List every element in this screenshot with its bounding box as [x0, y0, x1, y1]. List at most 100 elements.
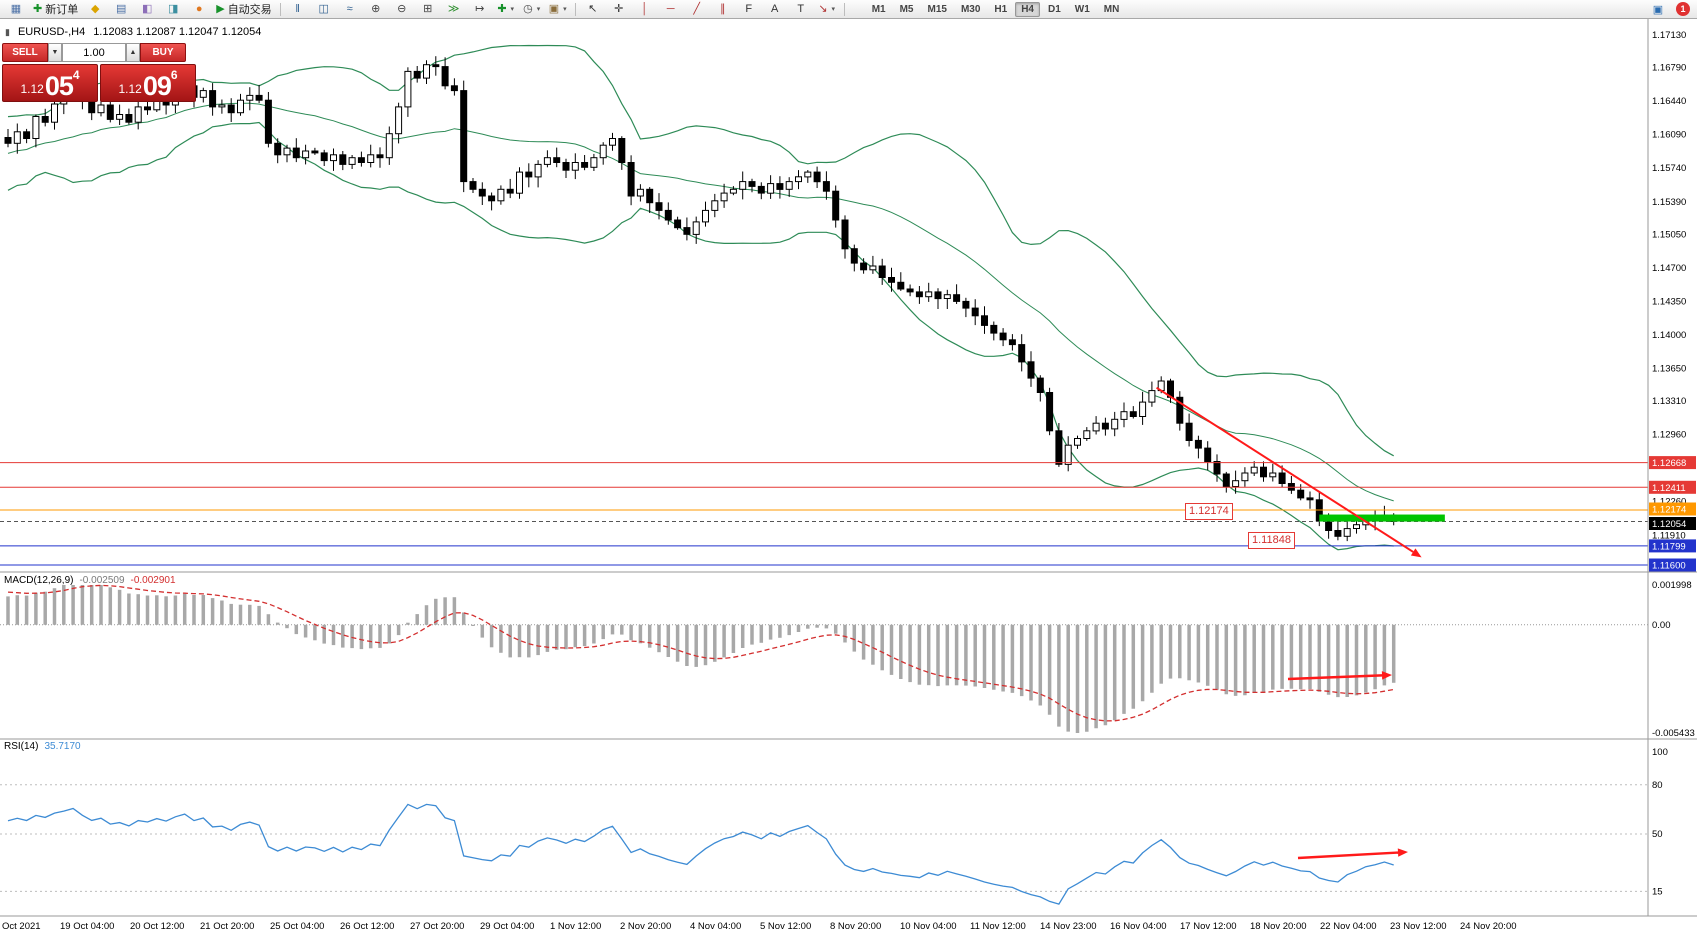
fibonacci-icon[interactable]: F	[736, 0, 762, 18]
timeframe-m15[interactable]: M15	[927, 3, 947, 15]
rsi-line	[7, 803, 1394, 905]
timeframe-mn[interactable]: MN	[1103, 3, 1120, 15]
market-watch-icon[interactable]: ▤	[108, 0, 134, 18]
buy-price-pip: 6	[170, 68, 178, 82]
price-level-label-1[interactable]: 1.12174	[1185, 503, 1233, 520]
svg-text:14 Nov 23:00: 14 Nov 23:00	[1040, 921, 1097, 932]
trendline-icon[interactable]: ╱	[684, 0, 710, 18]
market-watch-icon-glyph: ▤	[116, 2, 127, 15]
price-scale: 1.17130 1.16790 1.16440 1.16090 1.15740 1.153…	[1649, 30, 1696, 897]
svg-text:100: 100	[1652, 747, 1668, 758]
svg-text:1.16090: 1.16090	[1652, 130, 1686, 141]
new-order-button[interactable]: ✚ 新订单	[29, 0, 82, 18]
price-badge	[1649, 517, 1696, 530]
timeframe-w1[interactable]: W1	[1074, 3, 1090, 15]
indicators-menu-button[interactable]: ✚ ▾	[493, 0, 519, 18]
candlestick-chart-icon[interactable]: ◫	[311, 0, 337, 18]
cursor-icon[interactable]: ↖	[580, 0, 606, 18]
text-icon-glyph: A	[771, 2, 779, 15]
price-badge	[1649, 502, 1696, 516]
lot-increase-button[interactable]: ▲	[126, 43, 140, 62]
svg-text:25 Oct 04:00: 25 Oct 04:00	[270, 921, 324, 932]
chart-window: 1.17130 1.16790 1.16440 1.16090 1.15740 1.153…	[0, 19, 1697, 940]
auto-scroll-icon[interactable]: ≫	[441, 0, 467, 18]
strategy-tester-icon[interactable]: ●	[186, 0, 212, 18]
zoom-out-icon[interactable]: ⊖	[389, 0, 415, 18]
periods-menu-button[interactable]: ◷ ▾	[519, 0, 545, 18]
buy-price-display[interactable]: 1.12 09 6	[100, 64, 196, 102]
svg-text:1.13650: 1.13650	[1652, 364, 1686, 375]
chart-canvas[interactable]: 1.17130 1.16790 1.16440 1.16090 1.15740 1.153…	[0, 19, 1697, 940]
horizontal-line-icon[interactable]: ─	[658, 0, 684, 18]
crosshair-icon[interactable]: ✛	[606, 0, 632, 18]
timeframe-h1[interactable]: H1	[994, 3, 1008, 15]
sell-price-big: 05	[44, 71, 74, 102]
svg-text:18 Nov 20:00: 18 Nov 20:00	[1250, 921, 1307, 932]
channel-icon[interactable]: ∥	[710, 0, 736, 18]
zoom-in-icon[interactable]: ⊕	[363, 0, 389, 18]
navigator-icon[interactable]: ◧	[134, 0, 160, 18]
timeframe-m5[interactable]: M5	[899, 3, 914, 15]
templates-menu-button-glyph: ▣	[548, 2, 560, 15]
svg-text:4 Nov 04:00: 4 Nov 04:00	[690, 921, 741, 932]
svg-text:1.12668: 1.12668	[1652, 458, 1686, 469]
tile-windows-icon-glyph: ⊞	[423, 2, 433, 15]
svg-text:0.00: 0.00	[1652, 620, 1671, 631]
zoom-out-icon-glyph: ⊖	[397, 2, 407, 15]
price-badge	[1649, 480, 1696, 494]
zoom-in-icon-glyph: ⊕	[371, 2, 381, 15]
one-click-trading-panel: SELL ▼ ▲ BUY 1.12 05 4 1.12 09 6	[2, 43, 200, 102]
svg-text:17 Nov 12:00: 17 Nov 12:00	[1180, 921, 1237, 932]
timeframe-strip: M1 M5 M15 M30 H1 H4 D1 W1 MN	[865, 1, 1127, 17]
label-icon[interactable]: T	[788, 0, 814, 18]
line-chart-icon[interactable]: ≈	[337, 0, 363, 18]
chart-shift-icon[interactable]: ↦	[467, 0, 493, 18]
ohlc-values: 1.12083 1.12087 1.12047 1.12054	[93, 26, 262, 38]
svg-text:Oct 2021: Oct 2021	[2, 921, 41, 932]
trend-line-annotation	[1156, 386, 1422, 558]
macd-arrow-annotation	[1287, 671, 1392, 681]
svg-text:1.12174: 1.12174	[1652, 505, 1686, 516]
green-zone-annotation	[1319, 514, 1445, 522]
symbol-timeframe-label: EURUSD-,H4	[17, 26, 86, 38]
timeframe-m30[interactable]: M30	[960, 3, 981, 15]
templates-menu-button[interactable]: ▣ ▾	[545, 0, 571, 18]
sell-price-display[interactable]: 1.12 05 4	[2, 64, 98, 102]
fibonacci-icon-glyph: F	[745, 2, 753, 15]
price-pane	[0, 44, 1648, 566]
sell-price-prefix: 1.12	[20, 82, 44, 96]
timeframe-d1[interactable]: D1	[1048, 3, 1061, 15]
metaeditor-icon[interactable]: ◆	[82, 0, 108, 18]
svg-text:1.11799: 1.11799	[1652, 541, 1686, 552]
notification-badge[interactable]: 1	[1676, 2, 1690, 16]
autotrading-button[interactable]: ▶ 自动交易	[212, 0, 275, 18]
chart-window-icon[interactable]: ▦	[3, 0, 29, 18]
svg-text:1.16790: 1.16790	[1652, 63, 1686, 74]
vertical-line-icon[interactable]: │	[632, 0, 658, 18]
tile-windows-icon[interactable]: ⊞	[415, 0, 441, 18]
timeframe-m1[interactable]: M1	[871, 3, 886, 15]
svg-text:1.11910: 1.11910	[1652, 530, 1686, 541]
chart-window-icon-glyph: ▦	[10, 2, 22, 15]
time-scale: Oct 2021 19 Oct 04:00 20 Oct 12:00 21 Oct 2…	[2, 921, 1517, 932]
arrows-tool-button[interactable]: ↘ ▾	[814, 0, 840, 18]
toolbar-separator	[574, 2, 576, 16]
svg-text:1 Nov 12:00: 1 Nov 12:00	[550, 921, 601, 932]
timeframe-h4[interactable]: H4	[1015, 1, 1040, 17]
terminal-icon[interactable]: ◨	[160, 0, 186, 18]
price-level-label-2[interactable]: 1.11848	[1248, 532, 1295, 549]
lot-size-input[interactable]	[62, 43, 126, 62]
rsi-indicator-label: RSI(14) 35.7170	[4, 741, 81, 752]
lot-decrease-button[interactable]: ▼	[48, 43, 62, 62]
text-icon[interactable]: A	[762, 0, 788, 18]
chat-icon[interactable]: ▣	[1652, 3, 1664, 16]
buy-button[interactable]: BUY	[140, 43, 186, 62]
sell-button[interactable]: SELL	[2, 43, 48, 62]
svg-text:11 Nov 12:00: 11 Nov 12:00	[970, 921, 1026, 932]
svg-text:16 Nov 04:00: 16 Nov 04:00	[1110, 921, 1167, 932]
chart-header: ▮ EURUSD-,H4 1.12083 1.12087 1.12047 1.1…	[5, 26, 261, 38]
periods-menu-button-glyph: ◷	[523, 2, 533, 15]
bar-chart-icon[interactable]: ‖	[285, 0, 311, 18]
svg-text:1.15050: 1.15050	[1652, 229, 1686, 240]
svg-text:1.14000: 1.14000	[1652, 330, 1686, 341]
